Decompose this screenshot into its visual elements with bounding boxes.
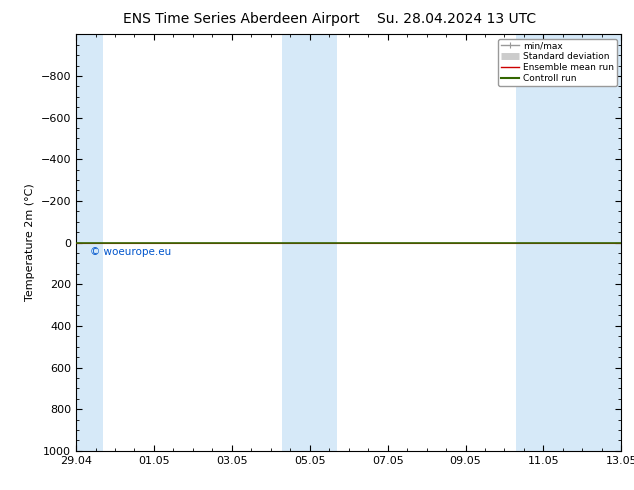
Bar: [76, 34, 103, 451]
Text: Su. 28.04.2024 13 UTC: Su. 28.04.2024 13 UTC: [377, 12, 536, 26]
Bar: [516, 34, 621, 451]
Bar: [283, 34, 337, 451]
Y-axis label: Temperature 2m (°C): Temperature 2m (°C): [25, 184, 35, 301]
Legend: min/max, Standard deviation, Ensemble mean run, Controll run: min/max, Standard deviation, Ensemble me…: [498, 39, 617, 86]
Text: © woeurope.eu: © woeurope.eu: [90, 246, 171, 257]
Text: ENS Time Series Aberdeen Airport: ENS Time Series Aberdeen Airport: [122, 12, 359, 26]
